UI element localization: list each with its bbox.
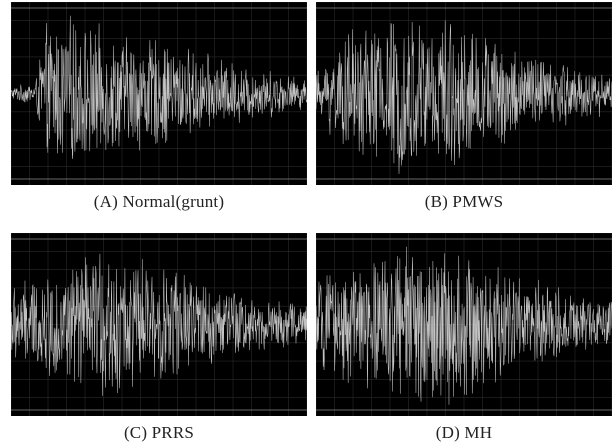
caption-d: (D) MH [435,423,493,442]
waveform-panel-a [11,2,307,185]
waveform-chart-b [316,2,612,185]
caption-a: (A) Normal(grunt) [93,192,225,211]
waveform-line [316,20,612,174]
waveform-line [11,15,307,159]
waveform-chart-a [11,2,307,185]
waveform-chart-c [11,233,307,416]
waveform-line [11,253,307,396]
waveform-chart-d [316,233,612,416]
caption-c: (C) PRRS [123,423,195,442]
waveform-panel-b [316,2,612,185]
caption-b: (B) PMWS [424,192,504,211]
waveform-panel-c [11,233,307,416]
waveform-panel-d [316,233,612,416]
waveform-line [316,246,612,405]
